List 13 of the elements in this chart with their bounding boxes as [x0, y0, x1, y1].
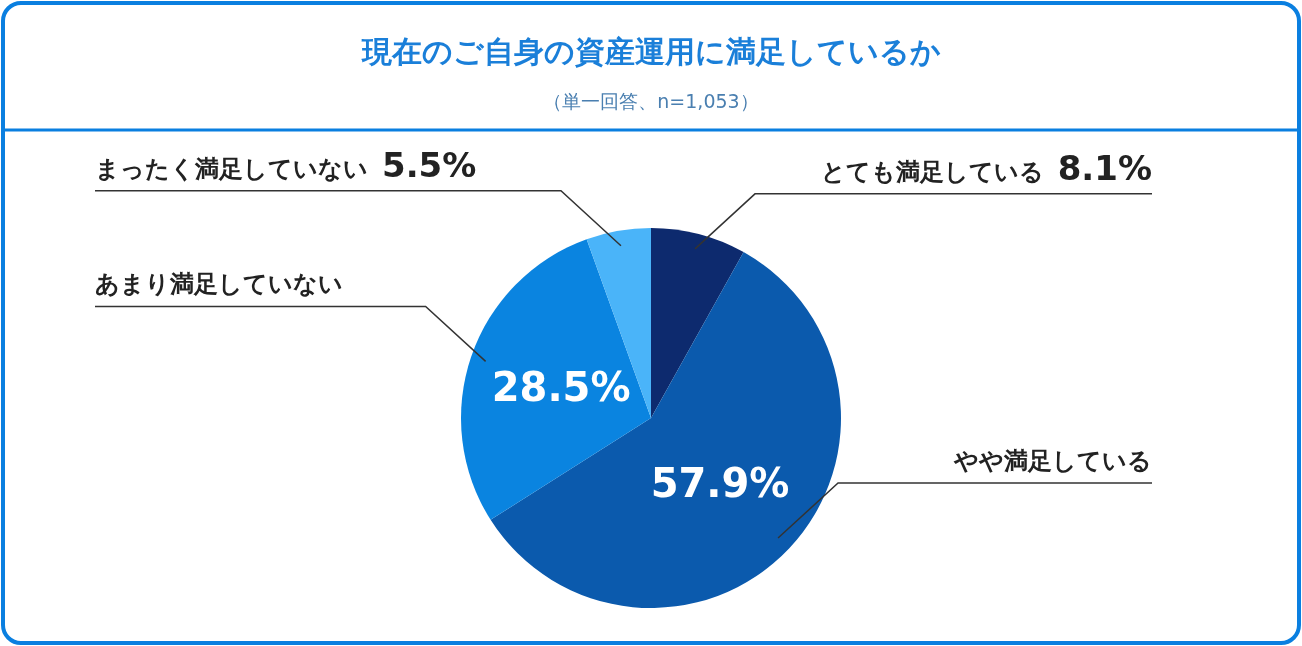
data-label: 28.5%	[491, 364, 631, 411]
data-label: 5.5%	[382, 144, 477, 185]
pie-slice	[461, 239, 651, 520]
slice-label: とても満足している	[820, 157, 1044, 186]
chart-title: 現在のご自身の資産運用に満足しているか	[360, 34, 941, 69]
slice-label: やや満足している	[953, 447, 1152, 476]
data-label: 57.9%	[650, 460, 790, 507]
pie-slice	[651, 228, 744, 418]
chart-subtitle: （単一回答、n=1,053）	[543, 90, 759, 112]
pie-slice	[490, 252, 841, 608]
slice-label: あまり満足していない	[95, 270, 343, 299]
data-label: 8.1%	[1057, 147, 1152, 188]
slice-label: まったく満足していない	[95, 154, 368, 183]
